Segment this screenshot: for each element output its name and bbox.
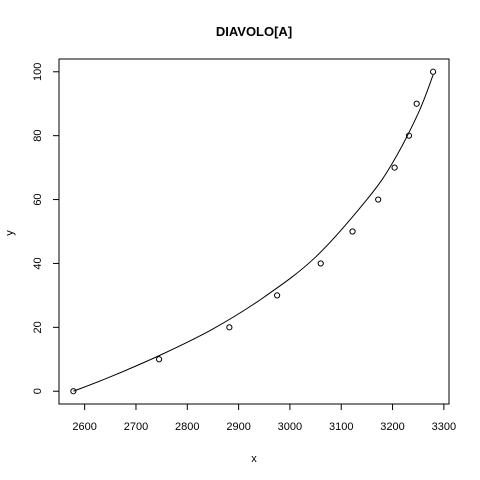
data-point [70,388,77,395]
data-point [273,292,281,299]
data-point [155,356,163,363]
x-tick-label: 2600 [72,421,96,433]
x-tick-label: 2900 [226,421,250,433]
data-point [405,132,413,139]
x-tick-label: 3000 [278,421,302,433]
data-point [349,228,356,235]
y-tick-label: 60 [32,193,44,205]
y-tick-label: 100 [32,63,44,81]
x-axis-label: x [251,453,257,465]
y-tick-label: 0 [32,388,44,394]
data-point [413,100,420,107]
fit-curve [73,74,434,392]
data-point [429,68,437,75]
y-tick-label: 40 [32,257,44,269]
x-tick-label: 3100 [329,421,353,433]
x-tick-label: 3200 [380,421,404,433]
data-point [226,324,233,331]
y-tick-label: 20 [32,321,44,333]
y-axis-label: y [4,230,16,236]
y-axis: 0 20 40 60 80 100 [32,63,60,394]
data-point [391,164,398,171]
data-point [375,196,382,203]
x-tick-label: 3300 [432,421,456,433]
y-tick-label: 80 [32,130,44,142]
x-tick-label: 2800 [175,421,199,433]
x-axis: 2600 2700 2800 2900 3000 3100 3200 3300 [72,403,456,433]
data-point [317,260,324,267]
chart-title: DIAVOLO[A] [216,24,292,39]
plot-frame [58,58,450,405]
x-tick-label: 2700 [124,421,148,433]
data-points [70,68,437,395]
